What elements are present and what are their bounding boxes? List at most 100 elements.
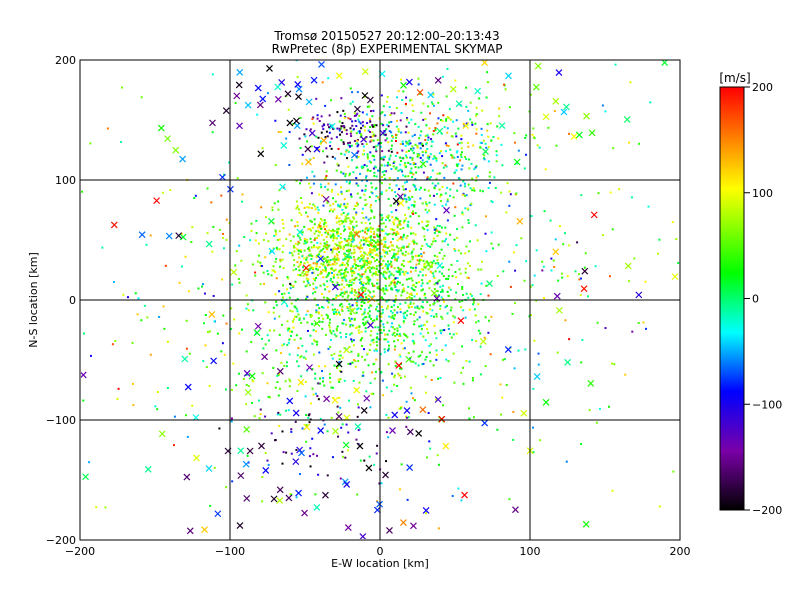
data-point: [319, 284, 322, 287]
data-point: [420, 324, 423, 327]
data-point: [382, 105, 385, 108]
data-point-cross: [235, 81, 243, 89]
data-point: [317, 211, 320, 214]
data-point: [273, 234, 276, 237]
data-point-cross: [243, 369, 251, 377]
data-point: [331, 268, 334, 271]
data-point: [332, 258, 335, 261]
data-point: [348, 219, 351, 222]
data-point: [300, 321, 303, 324]
data-point: [431, 262, 434, 265]
data-point: [256, 260, 259, 263]
data-point: [456, 150, 459, 153]
data-point: [320, 249, 323, 252]
data-point: [407, 220, 410, 223]
data-point: [389, 262, 392, 265]
data-point-cross: [504, 346, 512, 353]
data-point-cross: [313, 145, 321, 153]
data-point: [310, 258, 313, 261]
data-point: [368, 236, 371, 239]
data-point: [349, 325, 352, 328]
data-point: [497, 243, 500, 246]
data-point: [301, 231, 304, 234]
data-point: [481, 190, 484, 193]
data-point: [398, 407, 401, 410]
data-point: [365, 113, 368, 116]
data-point: [230, 388, 233, 391]
data-point: [421, 144, 424, 147]
data-point: [320, 314, 323, 317]
data-point: [316, 303, 319, 306]
data-point: [328, 372, 331, 375]
data-point: [326, 188, 329, 191]
data-point-cross: [276, 497, 284, 505]
data-point: [399, 311, 402, 314]
data-point: [368, 349, 371, 352]
data-point: [369, 406, 372, 409]
data-point: [350, 313, 353, 316]
data-point-cross: [279, 183, 287, 191]
data-point: [453, 238, 456, 241]
data-point: [433, 226, 436, 229]
data-point: [356, 308, 359, 311]
data-point: [297, 234, 300, 237]
data-point: [257, 399, 260, 402]
data-point: [323, 242, 326, 245]
data-point: [357, 293, 360, 296]
data-point: [500, 143, 503, 146]
data-point: [345, 423, 348, 426]
data-point: [513, 367, 516, 370]
data-point: [320, 186, 323, 189]
data-point: [553, 265, 556, 268]
data-point: [355, 132, 358, 135]
data-point: [482, 139, 485, 142]
data-point: [252, 380, 255, 383]
data-point: [395, 234, 398, 237]
data-point: [359, 250, 362, 253]
data-point: [362, 284, 365, 287]
data-point: [390, 144, 393, 147]
data-point: [404, 213, 407, 216]
data-point: [319, 382, 322, 385]
data-point: [420, 284, 423, 287]
data-point: [391, 136, 394, 139]
data-point: [385, 251, 388, 254]
data-point: [368, 280, 371, 283]
data-point: [330, 267, 333, 270]
data-point: [400, 294, 403, 297]
data-point: [432, 93, 435, 96]
data-point: [356, 91, 359, 94]
data-point: [388, 106, 391, 109]
data-point: [466, 141, 469, 144]
data-point: [487, 186, 490, 189]
data-point: [368, 269, 371, 272]
data-point: [369, 217, 372, 220]
data-point: [402, 339, 405, 342]
data-point: [369, 262, 372, 265]
data-point: [336, 281, 339, 284]
data-point: [329, 277, 332, 280]
data-point: [297, 208, 300, 211]
data-point: [624, 373, 627, 376]
data-point: [318, 307, 321, 310]
data-point: [581, 338, 584, 341]
data-point: [274, 260, 277, 263]
data-point: [366, 243, 369, 246]
data-point: [410, 204, 413, 207]
data-point: [274, 386, 277, 389]
data-point: [363, 261, 366, 264]
data-point: [467, 296, 470, 299]
data-point: [340, 283, 343, 286]
data-point: [267, 240, 270, 243]
data-point-cross: [415, 430, 423, 437]
data-point: [330, 248, 333, 251]
data-point: [365, 143, 368, 146]
data-point: [390, 211, 393, 214]
data-point: [323, 223, 326, 226]
data-point: [380, 315, 383, 318]
data-point: [361, 313, 364, 316]
data-point: [397, 130, 400, 133]
data-point: [414, 311, 417, 314]
data-point-cross: [481, 419, 489, 427]
data-point: [351, 91, 354, 94]
